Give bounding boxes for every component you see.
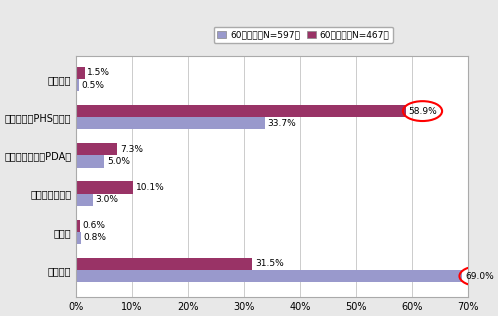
Text: 0.6%: 0.6% bbox=[82, 221, 105, 230]
Bar bbox=[76, 143, 117, 155]
Bar bbox=[76, 232, 81, 244]
Text: 69.0%: 69.0% bbox=[465, 271, 494, 281]
Bar bbox=[76, 67, 85, 79]
Text: 0.8%: 0.8% bbox=[84, 234, 107, 242]
Bar bbox=[76, 270, 462, 282]
Bar bbox=[76, 194, 93, 206]
Bar bbox=[76, 258, 252, 270]
Bar bbox=[76, 220, 80, 232]
Bar bbox=[76, 155, 104, 167]
Text: 10.1%: 10.1% bbox=[135, 183, 164, 192]
Text: 31.5%: 31.5% bbox=[255, 259, 284, 268]
Bar bbox=[76, 117, 265, 130]
Bar bbox=[76, 79, 79, 91]
Text: 1.5%: 1.5% bbox=[87, 68, 111, 77]
Legend: 60歳以上（N=597）, 60歳未満（N=467）: 60歳以上（N=597）, 60歳未満（N=467） bbox=[214, 27, 393, 43]
Text: 5.0%: 5.0% bbox=[107, 157, 130, 166]
Bar bbox=[76, 181, 132, 194]
Text: 3.0%: 3.0% bbox=[96, 195, 119, 204]
Bar bbox=[76, 105, 406, 117]
Text: 0.5%: 0.5% bbox=[82, 81, 105, 90]
Text: 7.3%: 7.3% bbox=[120, 145, 143, 154]
Text: 33.7%: 33.7% bbox=[267, 119, 296, 128]
Text: 58.9%: 58.9% bbox=[408, 106, 437, 116]
